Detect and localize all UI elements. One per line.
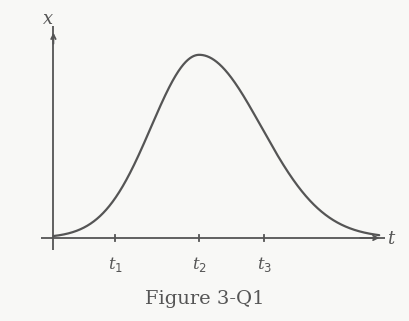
Text: t$_2$: t$_2$ bbox=[191, 255, 206, 273]
Text: t: t bbox=[386, 230, 393, 248]
Text: x: x bbox=[43, 10, 53, 28]
Text: Figure 3-Q1: Figure 3-Q1 bbox=[145, 290, 264, 308]
Text: t$_3$: t$_3$ bbox=[256, 255, 272, 273]
Text: t$_1$: t$_1$ bbox=[108, 255, 123, 273]
